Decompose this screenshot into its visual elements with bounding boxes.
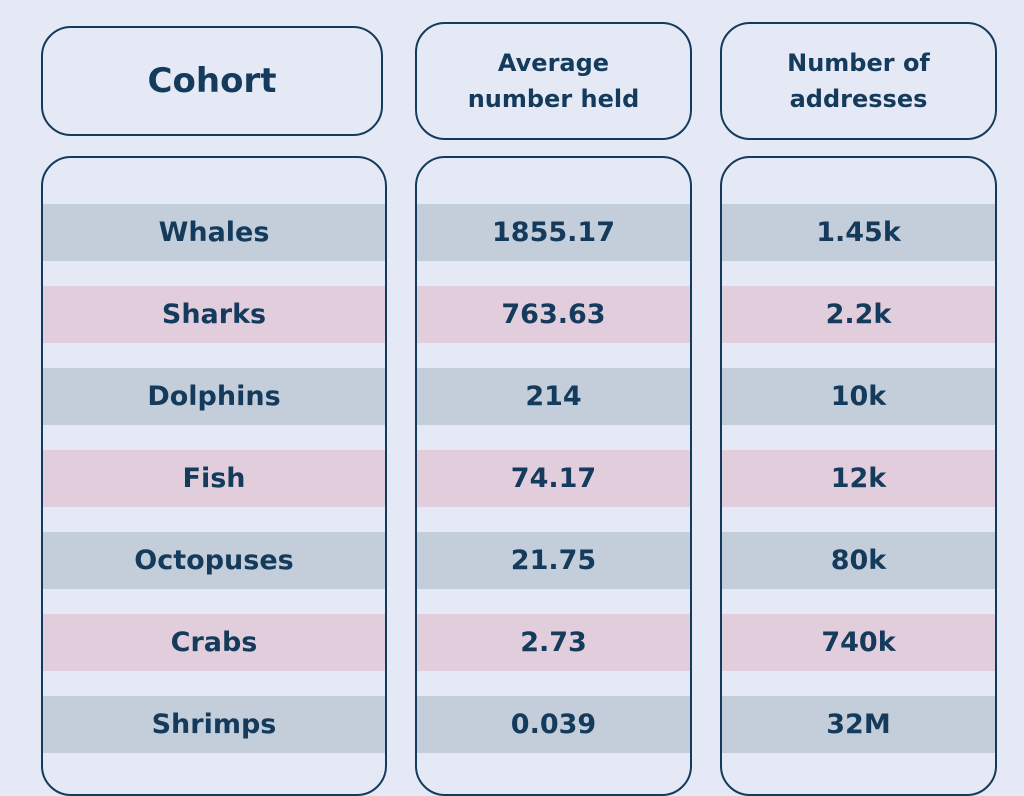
header-cohort: Cohort xyxy=(41,26,383,136)
cell-number-of-addresses-dolphins: 10k xyxy=(722,368,995,425)
cell-number-of-addresses-crabs: 740k xyxy=(722,614,995,671)
cell-cohort-whales: Whales xyxy=(43,204,385,261)
cell-average-number-held-octopuses: 21.75 xyxy=(417,532,690,589)
cell-average-number-held-sharks: 763.63 xyxy=(417,286,690,343)
cell-number-of-addresses-shrimps: 32M xyxy=(722,696,995,753)
cell-cohort-shrimps: Shrimps xyxy=(43,696,385,753)
cell-cohort-octopuses: Octopuses xyxy=(43,532,385,589)
header-average-number-held: Average number held xyxy=(415,22,692,140)
cell-number-of-addresses-whales: 1.45k xyxy=(722,204,995,261)
cell-average-number-held-whales: 1855.17 xyxy=(417,204,690,261)
column-number-of-addresses: 1.45k 2.2k 10k 12k 80k 740k 32M xyxy=(720,156,997,796)
column-average-number-held: 1855.17 763.63 214 74.17 21.75 2.73 0.039 xyxy=(415,156,692,796)
cell-average-number-held-fish: 74.17 xyxy=(417,450,690,507)
header-cohort-label: Cohort xyxy=(147,61,277,101)
cell-average-number-held-dolphins: 214 xyxy=(417,368,690,425)
header-average-line-1: Average xyxy=(497,49,610,77)
cell-cohort-crabs: Crabs xyxy=(43,614,385,671)
column-cohort: Whales Sharks Dolphins Fish Octopuses Crabs Sh… xyxy=(41,156,387,796)
header-addresses-line-2: addresses xyxy=(789,85,928,113)
cell-average-number-held-shrimps: 0.039 xyxy=(417,696,690,753)
header-average-line-2: number held xyxy=(467,85,640,113)
header-addresses-line-1: Number of xyxy=(787,49,930,77)
cell-cohort-dolphins: Dolphins xyxy=(43,368,385,425)
cell-cohort-sharks: Sharks xyxy=(43,286,385,343)
cell-number-of-addresses-sharks: 2.2k xyxy=(722,286,995,343)
cell-cohort-fish: Fish xyxy=(43,450,385,507)
cell-average-number-held-crabs: 2.73 xyxy=(417,614,690,671)
cell-number-of-addresses-fish: 12k xyxy=(722,450,995,507)
cell-number-of-addresses-octopuses: 80k xyxy=(722,532,995,589)
header-number-of-addresses: Number of addresses xyxy=(720,22,997,140)
